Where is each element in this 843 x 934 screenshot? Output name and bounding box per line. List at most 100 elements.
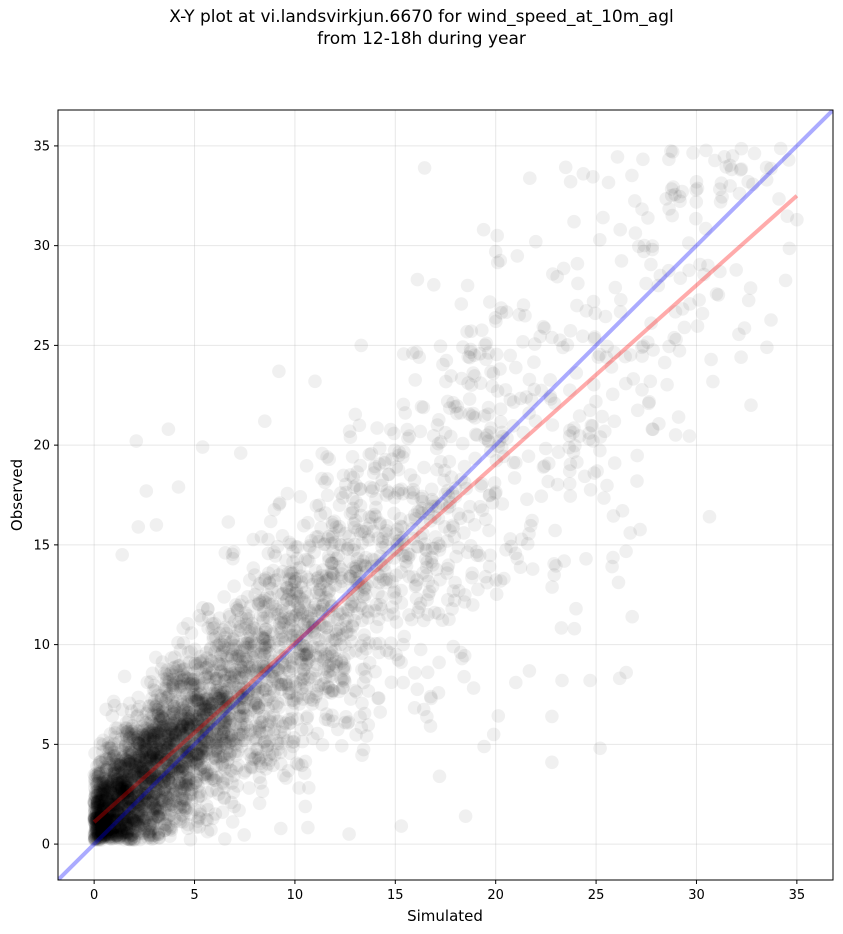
data-point <box>95 829 110 843</box>
data-point <box>276 586 291 601</box>
data-point <box>135 788 150 803</box>
data-point <box>96 828 111 842</box>
data-point <box>237 766 251 780</box>
data-point <box>91 786 106 801</box>
data-point <box>115 797 130 811</box>
data-point <box>486 366 501 381</box>
data-point <box>176 799 190 814</box>
data-point <box>146 808 161 822</box>
data-point <box>93 830 108 844</box>
data-point <box>307 545 322 560</box>
data-point <box>416 494 430 509</box>
x-axis-label: Simulated <box>407 907 483 925</box>
data-point <box>665 208 679 223</box>
data-point <box>190 769 204 784</box>
data-point <box>91 830 106 844</box>
data-point <box>122 783 137 798</box>
data-point <box>225 547 240 562</box>
data-point <box>153 804 167 819</box>
data-point <box>206 703 221 718</box>
data-point <box>367 507 382 522</box>
data-point <box>298 552 313 567</box>
data-point <box>191 687 206 701</box>
data-point <box>598 424 612 439</box>
data-point <box>671 410 686 424</box>
data-point <box>94 822 109 836</box>
data-point <box>172 748 186 762</box>
data-point <box>163 749 177 763</box>
data-point <box>96 818 111 833</box>
data-point <box>124 776 138 790</box>
data-point <box>100 809 115 824</box>
data-point <box>458 588 472 602</box>
data-point <box>342 424 357 439</box>
data-point <box>242 781 256 795</box>
data-point <box>170 762 184 776</box>
data-point <box>116 774 130 789</box>
data-point <box>99 752 113 767</box>
data-point <box>199 697 213 711</box>
data-point <box>112 815 126 829</box>
data-point <box>89 811 104 826</box>
data-point <box>90 821 105 835</box>
data-point <box>157 769 171 784</box>
data-point <box>414 491 429 506</box>
data-point <box>270 675 285 689</box>
data-point <box>682 429 697 443</box>
data-point <box>248 682 262 696</box>
data-point <box>154 720 169 735</box>
data-point <box>342 529 356 544</box>
data-point <box>100 760 114 775</box>
data-point <box>306 617 320 632</box>
data-point <box>614 254 629 268</box>
data-point <box>262 576 277 591</box>
data-point <box>233 662 248 677</box>
data-point <box>192 692 206 706</box>
data-point <box>94 833 109 847</box>
data-point <box>208 751 223 766</box>
data-point <box>189 658 203 673</box>
data-point <box>119 721 134 736</box>
data-point <box>194 719 208 734</box>
data-point <box>94 787 108 802</box>
data-point <box>278 606 293 620</box>
data-point <box>119 828 134 842</box>
data-point <box>182 703 196 717</box>
data-point <box>90 798 105 813</box>
data-point <box>137 750 151 765</box>
data-point <box>165 752 180 766</box>
data-point <box>89 824 103 838</box>
data-point <box>234 664 249 678</box>
data-point <box>234 686 249 700</box>
data-point <box>430 462 444 477</box>
data-point <box>587 330 602 344</box>
data-point <box>132 741 147 756</box>
data-point <box>312 588 326 603</box>
data-point <box>274 757 288 771</box>
data-point <box>174 676 188 691</box>
data-point <box>193 762 208 776</box>
data-point <box>172 775 187 790</box>
data-point <box>88 811 102 826</box>
data-point <box>108 743 122 757</box>
data-point <box>499 305 514 319</box>
data-point <box>332 498 347 512</box>
data-point <box>96 799 110 813</box>
data-point <box>131 730 145 745</box>
data-point <box>322 658 337 673</box>
data-point <box>112 777 126 791</box>
data-point <box>579 552 593 566</box>
data-point <box>111 799 126 813</box>
regression-line <box>92 194 799 824</box>
data-point <box>265 597 280 612</box>
data-point <box>248 679 263 694</box>
data-point <box>342 571 356 586</box>
data-point <box>148 734 162 748</box>
data-point <box>310 650 325 665</box>
data-point <box>93 786 107 800</box>
data-point <box>686 146 700 160</box>
data-point <box>222 727 236 742</box>
data-point <box>115 825 130 840</box>
data-point <box>169 814 183 828</box>
data-point <box>154 773 169 788</box>
